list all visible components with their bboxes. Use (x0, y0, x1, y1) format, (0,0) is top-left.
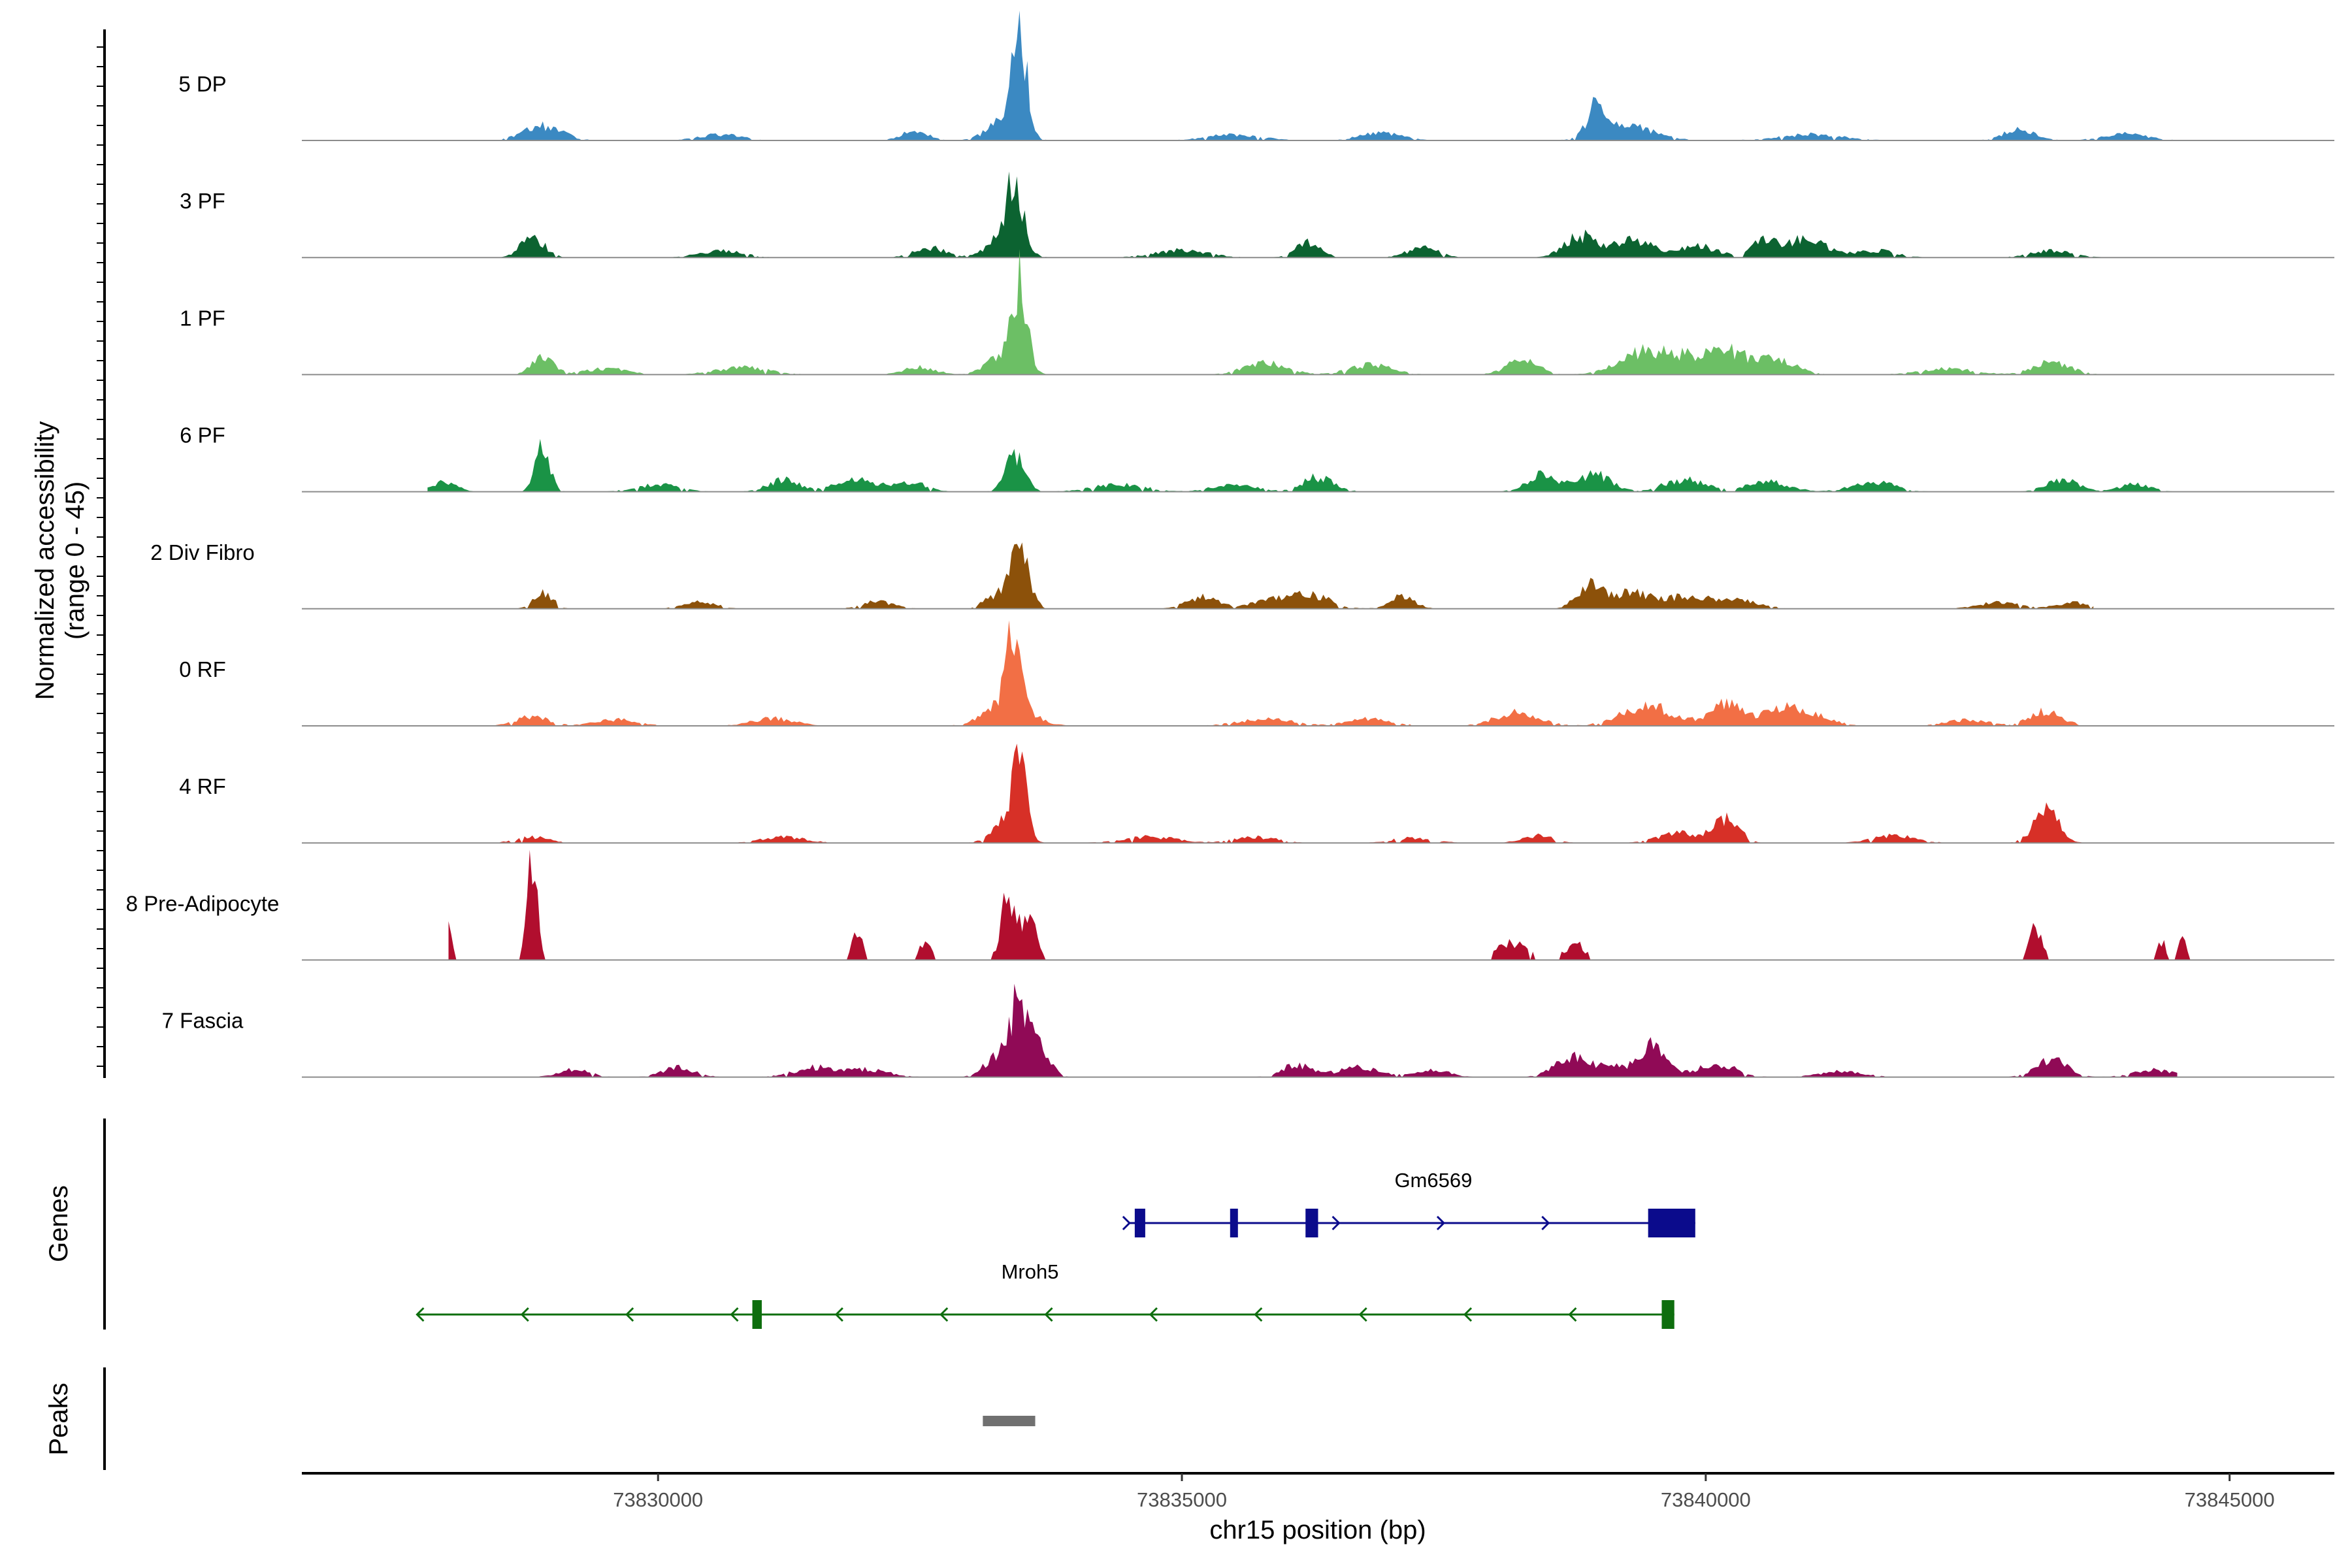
track-4-rf: 4 RF (179, 743, 2334, 844)
genes-panel: Genes Gm6569 Mroh5 (44, 1119, 1695, 1330)
track-label: 2 Div Fibro (150, 540, 255, 564)
strand-arrow (1568, 1307, 1577, 1322)
track-5-dp: 5 DP (178, 10, 2334, 141)
x-tick-label: 73830000 (613, 1488, 703, 1511)
strand-arrow (416, 1307, 425, 1322)
track-7-fascia: 7 Fascia (162, 983, 2334, 1078)
track-label: 4 RF (179, 774, 226, 798)
peaks-panel: Peaks (44, 1367, 1036, 1470)
exon (1305, 1209, 1318, 1237)
coverage-area (448, 743, 2219, 843)
peaks-panel-title: Peaks (44, 1382, 73, 1455)
y-axis-ticks (97, 46, 105, 1067)
exon-block (1648, 1209, 1695, 1237)
coverage-area (427, 620, 2230, 726)
strand-arrow (625, 1307, 634, 1322)
coverage-panel: Normalized accessibility (range 0 - 45) … (31, 10, 2334, 1078)
strand-arrow (1463, 1307, 1473, 1322)
strand-arrow (1436, 1215, 1446, 1231)
track-label: 3 PF (180, 189, 225, 213)
strand-arrow (1122, 1215, 1131, 1231)
strand-arrow (1149, 1307, 1158, 1322)
gene-mroh5: Mroh5 (416, 1260, 1674, 1329)
exon (1134, 1209, 1145, 1237)
y-axis-title: Normalized accessibility (31, 421, 59, 700)
track-1-pf: 1 PF (180, 249, 2334, 376)
track-2-div-fibro: 2 Div Fibro (150, 540, 2334, 610)
strand-arrow (520, 1307, 529, 1322)
track-label: 8 Pre-Adipocyte (126, 891, 280, 915)
strand-arrow (1254, 1307, 1263, 1322)
track-label: 6 PF (180, 423, 225, 448)
strand-arrow (1358, 1307, 1367, 1322)
gene-label: Gm6569 (1394, 1169, 1472, 1192)
track-0-rf: 0 RF (179, 620, 2334, 727)
strand-arrow (1541, 1215, 1550, 1231)
x-axis-ticks: 73830000 73835000 73840000 73845000 (613, 1473, 2275, 1511)
track-label: 7 Fascia (162, 1009, 244, 1033)
peak-region (983, 1416, 1036, 1426)
strand-arrow (730, 1307, 739, 1322)
x-axis-title: chr15 position (bp) (1209, 1516, 1426, 1544)
track-label: 1 PF (180, 306, 225, 330)
y-axis-range: (range 0 - 45) (61, 482, 90, 640)
x-tick-label: 73845000 (2185, 1488, 2275, 1511)
strand-arrow (1044, 1307, 1053, 1322)
coverage-area (448, 249, 2230, 375)
track-label: 0 RF (179, 657, 226, 681)
peak-regions (983, 1416, 1036, 1426)
track-label: 5 DP (178, 72, 226, 96)
coverage-tracks: 5 DP 3 PF 1 PF 6 PF 2 Div Fibro 0 RF 4 RF 8 Pre… (126, 10, 2334, 1078)
track-6-pf: 6 PF (180, 423, 2334, 493)
x-axis: 73830000 73835000 73840000 73845000 chr15 p… (302, 1472, 2334, 1544)
exon (752, 1300, 762, 1329)
coverage-area (500, 983, 2178, 1077)
exon (1661, 1300, 1674, 1329)
track-3-pf: 3 PF (180, 171, 2334, 259)
coverage-area (427, 438, 2188, 492)
x-tick-label: 73840000 (1661, 1488, 1751, 1511)
strand-arrow (1331, 1215, 1341, 1231)
gene-gm6569: Gm6569 (1122, 1169, 1695, 1237)
genes-panel-title: Genes (44, 1185, 73, 1262)
track-8-pre-adipocyte: 8 Pre-Adipocyte (126, 849, 2334, 961)
exon (1230, 1209, 1238, 1237)
gene-label: Mroh5 (1002, 1260, 1059, 1283)
strand-arrow (939, 1307, 949, 1322)
x-tick-label: 73835000 (1137, 1488, 1227, 1511)
gene-models: Gm6569 Mroh5 (416, 1169, 1695, 1329)
strand-arrow (834, 1307, 843, 1322)
